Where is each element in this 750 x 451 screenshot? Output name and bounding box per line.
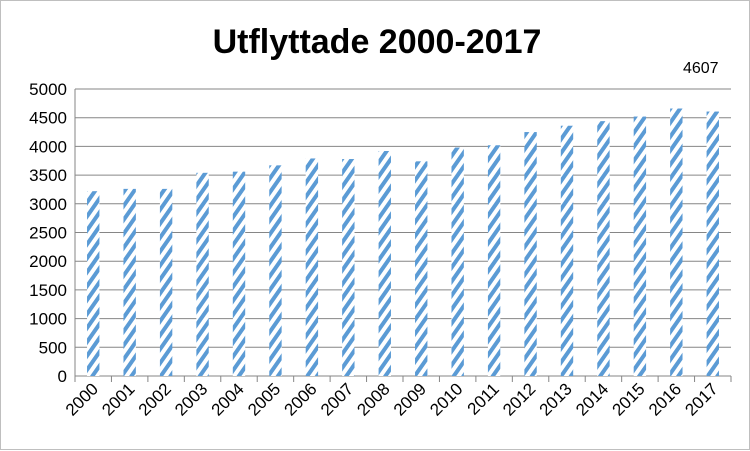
x-tick-label: 2016 <box>645 379 685 419</box>
x-tick-label: 2005 <box>244 379 284 419</box>
x-tick-label: 2004 <box>208 379 248 419</box>
x-tick-label: 2010 <box>426 379 466 419</box>
bar-2011 <box>487 145 501 376</box>
x-tick-label: 2012 <box>499 379 539 419</box>
x-tick-label: 2017 <box>681 379 721 419</box>
x-tick-label: 2008 <box>353 379 393 419</box>
bar-2012 <box>524 132 537 376</box>
x-tick-label: 2015 <box>609 379 649 419</box>
x-tick-label: 2007 <box>317 379 357 419</box>
x-tick-label: 2000 <box>62 379 102 419</box>
y-tick-label: 4500 <box>29 109 67 128</box>
bar-2005 <box>269 165 282 376</box>
y-tick-label: 1500 <box>29 281 67 300</box>
bar-2002 <box>159 188 173 376</box>
bar-2001 <box>123 188 136 376</box>
bars <box>87 108 719 377</box>
bar-2007 <box>342 159 355 376</box>
bar-2003 <box>196 172 209 376</box>
chart-title: Utflyttade 2000-2017 <box>213 23 542 61</box>
bar-2009 <box>415 161 428 376</box>
y-tick-label: 2500 <box>29 224 67 243</box>
y-tick-label: 3000 <box>29 195 67 214</box>
bar-2010 <box>451 147 464 376</box>
y-tick-label: 3500 <box>29 166 67 185</box>
data-label: 4607 <box>683 60 719 77</box>
bar-2013 <box>560 125 574 377</box>
bar-2006 <box>305 158 319 376</box>
x-tick-label: 2011 <box>464 379 503 418</box>
bar-2004 <box>232 171 246 376</box>
x-tick-label: 2006 <box>281 379 321 419</box>
y-tick-label: 2000 <box>29 252 67 271</box>
x-tick-label: 2013 <box>536 379 576 419</box>
y-tick-label: 0 <box>58 367 67 386</box>
x-tick-label: 2002 <box>135 379 175 419</box>
bar-2014 <box>597 121 610 376</box>
x-tick-label: 2001 <box>98 379 138 419</box>
bar-2015 <box>633 116 647 376</box>
gridlines <box>75 88 731 377</box>
x-tick-label: 2014 <box>572 379 612 419</box>
y-tick-label: 5000 <box>29 80 67 99</box>
bar-2016 <box>670 108 683 377</box>
data-labels: 4607 <box>683 60 719 77</box>
bar-2017 <box>706 111 719 376</box>
bar-2008 <box>378 150 391 376</box>
x-tick-label: 2009 <box>390 379 430 419</box>
x-tick-label: 2003 <box>171 379 211 419</box>
bar-2000 <box>87 191 100 376</box>
y-tick-label: 1000 <box>29 310 67 329</box>
y-tick-label: 4000 <box>29 137 67 156</box>
y-tick-label: 500 <box>39 338 67 357</box>
